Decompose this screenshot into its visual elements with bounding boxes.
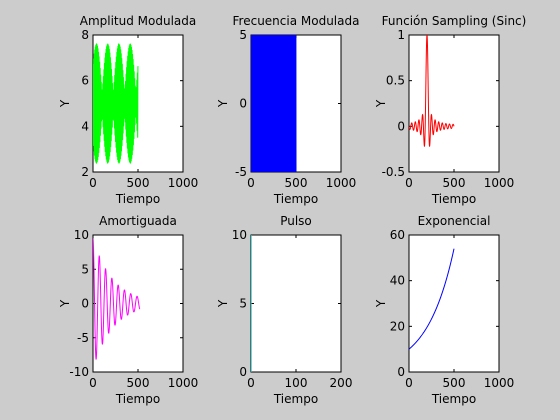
x-tick-label: 1000 [326,176,357,190]
subplot-4: 0 500 1000 -10 -5 0 5 10 Amortiguada Tiempo Y [58,214,198,406]
x-axis-label: Tiempo [273,392,318,406]
plot-area [92,234,184,373]
x-tick-label: 500 [127,376,150,390]
y-tick-label: 0 [81,297,89,311]
y-tick-label: 10 [232,228,247,242]
x-tick-label: 1000 [484,376,515,390]
y-axis-label: Y [216,299,230,308]
x-tick-label: 500 [443,376,466,390]
x-tick-label: 0 [247,176,255,190]
y-tick-label: 1 [397,28,405,42]
series-line [409,35,455,147]
y-tick-label: 8 [81,28,89,42]
y-tick-label: -0.5 [382,165,405,179]
y-tick-label: 0 [397,365,405,379]
x-tick-label: 100 [285,376,308,390]
series-line [409,248,455,350]
y-axis-label: Y [58,299,72,308]
subplot-title: Frecuencia Modulada [233,14,360,28]
y-tick-label: -10 [69,365,89,379]
y-tick-label: 4 [81,119,89,133]
y-tick-label: 5 [81,262,89,276]
y-tick-label: 10 [74,228,89,242]
y-tick-label: -5 [77,331,89,345]
x-axis-label: Tiempo [431,392,476,406]
x-tick-label: 0 [405,376,413,390]
x-tick-label: 200 [330,376,353,390]
subplot-6: 0 500 1000 0 20 40 60 Exponencial Tiempo Y [374,214,514,406]
x-tick-label: 0 [89,176,97,190]
subplot-5: 0 100 200 0 5 10 Pulso Tiempo Y [216,214,352,406]
y-axis-label: Y [374,299,388,308]
y-tick-label: 2 [81,165,89,179]
x-tick-label: 500 [285,176,308,190]
y-axis-label: Y [58,99,72,108]
y-tick-label: 40 [390,274,405,288]
x-tick-label: 1000 [168,176,199,190]
x-tick-label: 0 [405,176,413,190]
y-tick-label: -5 [235,165,247,179]
x-axis-label: Tiempo [115,192,160,206]
series-line [93,42,139,165]
y-axis-label: Y [216,99,230,108]
series-line [93,238,141,360]
x-axis-label: Tiempo [273,192,318,206]
x-tick-label: 1000 [484,176,515,190]
y-tick-label: 6 [81,74,89,88]
y-tick-label: 5 [239,28,247,42]
series-line [251,35,297,172]
y-tick-label: 5 [239,297,247,311]
subplot-title: Pulso [280,214,312,228]
y-tick-label: 20 [390,319,405,333]
plot-area [250,234,342,373]
x-tick-label: 1000 [168,376,199,390]
y-tick-label: 0 [239,97,247,111]
y-tick-label: 0 [239,365,247,379]
subplot-title: Exponencial [418,214,491,228]
x-tick-label: 500 [127,176,150,190]
subplot-title: Amortiguada [99,214,177,228]
y-tick-label: 0.5 [386,74,405,88]
x-tick-label: 500 [443,176,466,190]
x-tick-label: 0 [247,376,255,390]
subplot-title: Función Sampling (Sinc) [382,14,527,28]
x-axis-label: Tiempo [115,392,160,406]
y-tick-label: 0 [397,119,405,133]
plot-area [408,34,500,173]
x-tick-label: 0 [89,376,97,390]
subplot-title: Amplitud Modulada [80,14,197,28]
x-axis-label: Tiempo [431,192,476,206]
y-tick-label: 60 [390,228,405,242]
plot-area [408,234,500,373]
y-axis-label: Y [374,99,388,108]
